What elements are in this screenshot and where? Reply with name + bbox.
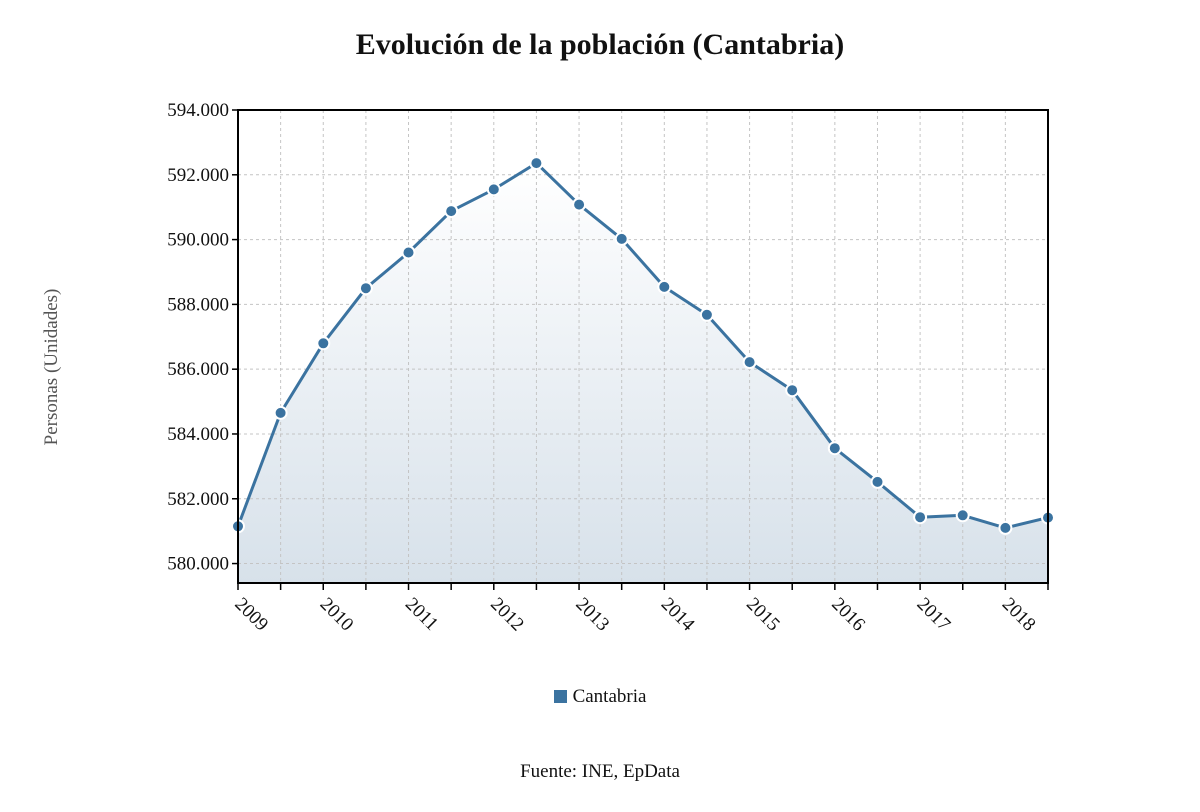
data-point <box>614 231 629 246</box>
data-point <box>316 336 331 351</box>
data-point <box>529 156 544 171</box>
data-point <box>657 279 672 294</box>
y-tick-label: 588.000 <box>167 294 229 315</box>
legend: Cantabria <box>0 686 1200 708</box>
data-point <box>358 281 373 296</box>
y-tick-label: 586.000 <box>167 359 229 380</box>
x-tick-label: 2011 <box>401 594 442 635</box>
data-point <box>827 441 842 456</box>
data-point <box>742 355 757 370</box>
x-tick-label: 2010 <box>316 594 358 636</box>
data-point <box>998 520 1013 535</box>
y-tick-label: 590.000 <box>167 230 229 251</box>
x-tick-label: 2014 <box>657 594 699 636</box>
data-point <box>486 182 501 197</box>
y-tick-label: 584.000 <box>167 424 229 445</box>
x-tick-label: 2013 <box>572 594 614 636</box>
data-point <box>699 307 714 322</box>
data-point <box>572 197 587 212</box>
x-tick-label: 2012 <box>486 594 528 636</box>
y-tick-label: 592.000 <box>167 165 229 186</box>
data-point <box>401 245 416 260</box>
y-tick-label: 594.000 <box>167 100 229 121</box>
y-axis-label: Personas (Unidades) <box>41 288 62 446</box>
plot-frame <box>237 109 1049 584</box>
data-point <box>955 508 970 523</box>
data-point <box>444 204 459 219</box>
y-tick-label: 582.000 <box>167 489 229 510</box>
x-tick-label: 2018 <box>998 594 1040 636</box>
series-line <box>236 161 1049 530</box>
data-point <box>785 383 800 398</box>
data-point <box>870 474 885 489</box>
x-tick-label: 2016 <box>827 594 869 636</box>
source-note: Fuente: INE, EpData <box>520 761 680 782</box>
data-point <box>273 405 288 420</box>
data-point <box>913 510 928 525</box>
chart-title: Evolución de la población (Cantabria) <box>355 28 845 61</box>
y-tick-label: 580.000 <box>167 554 229 575</box>
x-tick-label: 2015 <box>742 594 784 636</box>
series-area <box>238 163 1048 583</box>
legend-swatch <box>553 690 567 703</box>
legend-label: Cantabria <box>572 686 647 707</box>
x-tick-label: 2017 <box>913 594 955 636</box>
x-tick-label: 2009 <box>230 594 272 636</box>
